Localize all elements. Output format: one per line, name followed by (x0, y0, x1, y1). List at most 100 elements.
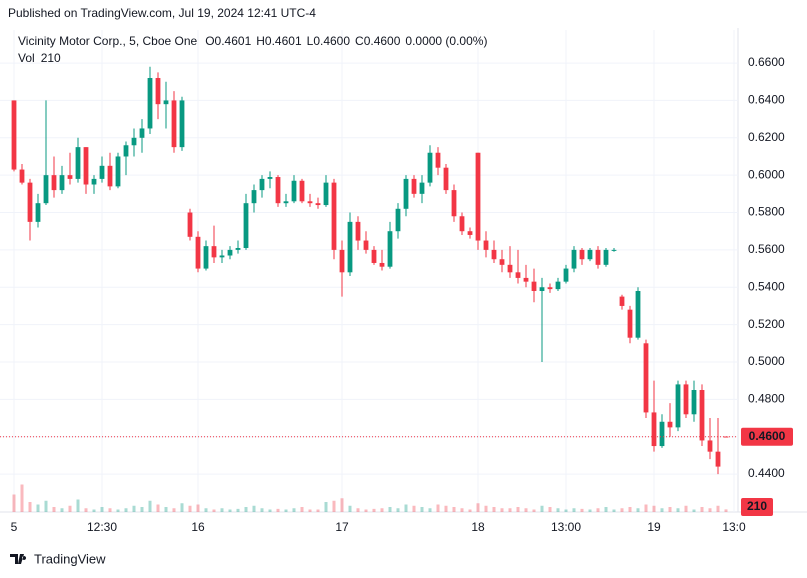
volume-bar (596, 508, 600, 512)
candle-body (155, 78, 161, 105)
candle-body (107, 165, 113, 187)
candle-body (499, 259, 505, 265)
candle-body (483, 240, 489, 250)
y-tick-label: 0.4800 (748, 392, 785, 406)
volume-bar (684, 505, 688, 512)
volume-bar (484, 505, 488, 512)
candle-body (323, 182, 329, 206)
volume-bar (620, 508, 624, 512)
candle-body (403, 178, 409, 209)
volume-bar (148, 500, 152, 512)
candle-body (27, 182, 33, 222)
ohlc-value: 0.4601 (265, 34, 302, 48)
volume-bar (372, 508, 376, 512)
ohlc-key: C (355, 34, 364, 48)
volume-bar (460, 508, 464, 512)
y-tick-label: 0.5000 (748, 354, 785, 368)
candle-body (675, 384, 681, 428)
volume-bar (28, 502, 32, 512)
x-tick-label: 13:0 (722, 520, 746, 534)
candle-body (211, 246, 217, 258)
candle-body (555, 281, 561, 290)
volume-bar (564, 509, 568, 512)
volume-bar (500, 508, 504, 512)
volume-bar (676, 508, 680, 512)
candle-body (147, 78, 153, 129)
candle-body (387, 231, 393, 267)
candle-body (627, 309, 633, 338)
volume-bar (44, 500, 48, 512)
volume-bar (316, 509, 320, 512)
volume-bar (292, 508, 296, 512)
volume-bar (92, 509, 96, 512)
x-tick-label: 16 (191, 520, 205, 534)
volume-bar (220, 508, 224, 512)
y-tick-label: 0.6200 (748, 130, 785, 144)
legend: Vicinity Motor Corp., 5, Cboe One O 0.4601… (18, 34, 487, 65)
candle-body (59, 175, 65, 191)
y-tick-label: 0.5600 (748, 242, 785, 256)
candle-body (339, 249, 345, 273)
volume-bar (692, 509, 696, 512)
candle-body (99, 165, 105, 179)
candle-body (707, 440, 713, 452)
volume-bar (396, 508, 400, 512)
volume-bar (252, 505, 256, 512)
volume-bar (516, 507, 520, 512)
candle-body (283, 201, 289, 204)
volume-bar (228, 509, 232, 512)
x-tick-label: 12:30 (87, 520, 117, 534)
volume-bar (524, 508, 528, 512)
candle-body (227, 249, 233, 256)
volume-bar (412, 505, 416, 512)
volume-bar (380, 508, 384, 512)
volume-bar (724, 509, 728, 512)
volume-bar (580, 508, 584, 512)
x-tick-label: 18 (471, 520, 485, 534)
candle-body (531, 281, 537, 291)
volume-bar (636, 508, 640, 512)
candle-body (35, 203, 41, 222)
ohlc-key: L (307, 34, 314, 48)
volume-bar (76, 499, 80, 512)
brand-logo (10, 554, 27, 564)
volume-bar (492, 507, 496, 512)
candle-body (347, 221, 353, 273)
volume-bar (436, 504, 440, 512)
y-tick-label: 0.4400 (748, 466, 785, 480)
volume-bar (420, 507, 424, 512)
candle-body (251, 190, 257, 204)
candle-body (307, 201, 313, 204)
y-tick-label: 0.5200 (748, 317, 785, 331)
volume-bar (36, 504, 40, 512)
candle-body (563, 268, 569, 282)
candle-body (411, 178, 417, 194)
change-value: 0.0000 (0.00%) (405, 34, 487, 48)
volume-bar (476, 503, 480, 512)
volume-bar (20, 484, 24, 512)
volume-bar (364, 509, 368, 512)
volume-bar (444, 505, 448, 512)
volume-title: Vol (18, 51, 35, 65)
candle-body (179, 100, 185, 148)
ohlc-value: 0.4601 (215, 34, 252, 48)
volume-bar (540, 505, 544, 512)
candle-body (115, 156, 121, 187)
volume-bar (268, 509, 272, 512)
volume-bar (604, 507, 608, 512)
volume-bar (100, 507, 104, 512)
candle-body (691, 390, 697, 415)
y-tick-label: 0.5400 (748, 279, 785, 293)
candle-body (275, 177, 281, 204)
candle-body (315, 203, 321, 206)
candle-body (419, 182, 425, 194)
x-tick-label: 17 (335, 520, 349, 534)
volume-bar (708, 508, 712, 512)
ohlc-key: O (205, 34, 214, 48)
volume-bar (428, 508, 432, 512)
candles (11, 66, 729, 512)
candle-body (507, 264, 513, 273)
candle-body (475, 152, 481, 241)
volume-bar (124, 508, 128, 512)
